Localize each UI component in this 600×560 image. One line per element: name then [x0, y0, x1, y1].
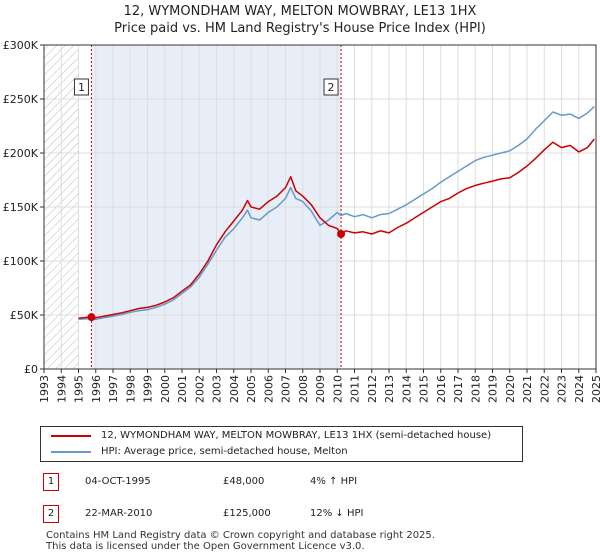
x-tick-label: 2004: [228, 375, 241, 403]
x-tick-label: 1993: [38, 375, 51, 403]
x-tick-label: 1998: [124, 375, 137, 403]
sale-label-number: 1: [78, 81, 85, 94]
y-tick-label: £300K: [3, 39, 39, 52]
footer-licence: This data is licensed under the Open Gov…: [46, 541, 365, 552]
sale-point: [87, 313, 96, 322]
y-tick-label: £200K: [3, 147, 39, 160]
x-tick-label: 1996: [90, 375, 103, 403]
legend-swatch-hpi: [51, 451, 91, 453]
x-tick-label: 1995: [73, 375, 86, 403]
x-tick-label: 2019: [487, 375, 500, 403]
x-tick-label: 2025: [590, 375, 600, 403]
property-price-line: [78, 138, 595, 319]
annotation-number-badge: 2: [43, 505, 59, 523]
x-tick-label: 1994: [55, 375, 68, 403]
x-tick-label: 2018: [469, 375, 482, 403]
x-tick-label: 2021: [521, 375, 534, 403]
annotation-price: £125,000: [223, 508, 271, 519]
x-tick-label: 2001: [176, 375, 189, 403]
legend-item-hpi: HPI: Average price, semi-detached house,…: [41, 444, 521, 460]
y-tick-label: £150K: [3, 201, 39, 214]
y-tick-label: £0: [24, 363, 38, 376]
sale-label-box: [73, 78, 89, 96]
x-tick-label: 2013: [383, 375, 396, 403]
sale-label-box: [323, 78, 339, 96]
sale-point: [337, 230, 346, 238]
legend: 12, WYMONDHAM WAY, MELTON MOWBRAY, LE13 …: [40, 426, 523, 462]
x-tick-label: 2016: [435, 375, 448, 403]
x-tick-label: 2010: [331, 375, 344, 403]
x-tick-label: 2003: [211, 375, 224, 403]
annotation-price: £48,000: [223, 476, 265, 487]
x-tick-label: 2012: [366, 375, 379, 403]
x-tick-label: 2008: [297, 375, 310, 403]
footer-copyright: Contains HM Land Registry data © Crown c…: [46, 530, 435, 541]
annotation-number-badge: 1: [43, 473, 59, 491]
legend-label-property: 12, WYMONDHAM WAY, MELTON MOWBRAY, LE13 …: [101, 430, 492, 441]
chart-title: 12, WYMONDHAM WAY, MELTON MOWBRAY, LE13 …: [123, 4, 477, 19]
x-tick-label: 2006: [262, 375, 275, 403]
x-tick-label: 2023: [556, 375, 569, 403]
x-tick-label: 2014: [400, 375, 413, 403]
x-tick-label: 2024: [573, 375, 586, 403]
x-tick-label: 2011: [349, 375, 362, 403]
annotation-row: 1 04-OCT-1995 £48,000 4% ↑ HPI: [40, 473, 440, 491]
annotation-hpi-change: 4% ↑ HPI: [310, 476, 358, 487]
chart-area: 1 2 £0 £50K £100K £150K £200K £250K £300K 1993 1…: [3, 39, 600, 403]
annotation-row: 2 22-MAR-2010 £125,000 12% ↓ HPI: [40, 505, 440, 523]
legend-swatch-property: [51, 435, 91, 437]
x-tick-label: 2000: [159, 375, 172, 403]
y-tick-label: £250K: [3, 93, 39, 106]
y-tick-label: £100K: [3, 255, 39, 268]
x-tick-label: 1999: [142, 375, 155, 403]
x-tick-label: 2002: [193, 375, 206, 403]
chart-subtitle: Price paid vs. HM Land Registry's House …: [114, 21, 486, 36]
sale-label-number: 2: [328, 81, 335, 94]
x-tick-label: 2022: [538, 375, 551, 403]
x-tick-label: 2009: [314, 375, 327, 403]
legend-item-property: 12, WYMONDHAM WAY, MELTON MOWBRAY, LE13 …: [41, 428, 521, 444]
hpi-line: [78, 106, 595, 321]
x-tick-label: 2007: [280, 375, 293, 403]
annotation-date: 22-MAR-2010: [85, 508, 153, 519]
x-tick-label: 1997: [107, 375, 120, 403]
legend-label-hpi: HPI: Average price, semi-detached house,…: [101, 446, 348, 457]
x-tick-label: 2005: [245, 375, 258, 403]
x-tick-label: 2017: [452, 375, 465, 403]
annotation-date: 04-OCT-1995: [85, 476, 151, 487]
x-tick-label: 2015: [418, 375, 431, 403]
y-tick-label: £50K: [10, 309, 39, 322]
x-tick-label: 2020: [504, 375, 517, 403]
annotation-hpi-change: 12% ↓ HPI: [310, 508, 364, 519]
